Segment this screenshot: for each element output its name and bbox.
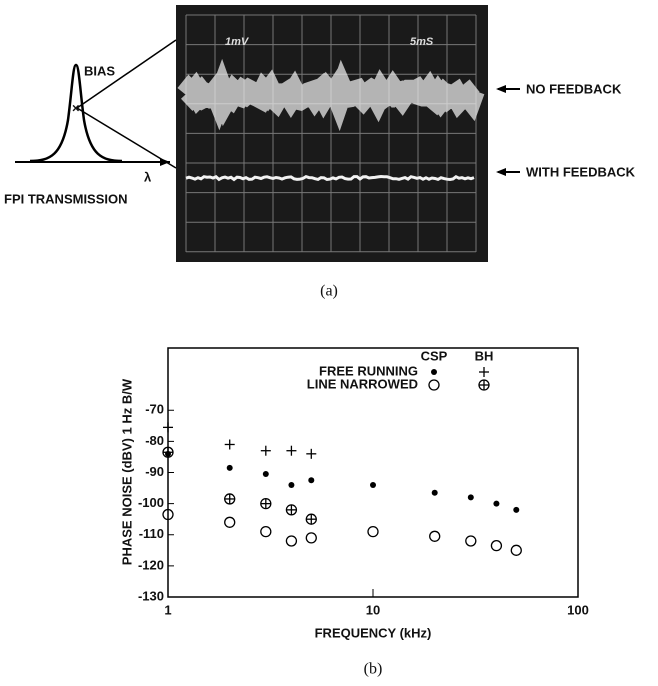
dot [288,481,295,488]
bias-label: BIAS [84,63,115,78]
ring [260,525,272,538]
dot [226,464,233,471]
panel-a: 1mV 5mS × BIAS λ FPI TRANSMISSION NO FEE… [4,5,636,300]
marker [224,439,235,450]
marker [510,544,522,556]
y-tick-label: -110 [139,526,164,541]
ring [510,544,522,556]
arrow-head [496,85,506,93]
legend-column: CSP [421,348,448,363]
ring [429,530,441,542]
marker [224,493,236,505]
legend-marker [478,379,490,391]
panel-b: PHASE NOISE (dBV) 1 Hz B/W FREQUENCY (kH… [119,347,589,678]
marker [513,506,520,513]
y-tick-label: -80 [145,433,164,448]
zoom-line [76,107,177,169]
y-tick-label: -120 [138,557,164,572]
marker [493,500,500,507]
marker [306,448,317,459]
y-tick-label: -70 [145,402,164,417]
ring [305,532,317,544]
dot [262,471,269,478]
marker [260,497,272,510]
y-tick-label: -90 [145,464,164,479]
marker [305,513,317,525]
marker [162,446,174,458]
y-axis-label: PHASE NOISE (dBV) 1 Hz B/W [119,378,134,565]
marker [285,535,298,547]
marker [285,504,298,516]
y-tick-label: -100 [138,495,164,510]
ring [465,535,477,547]
fpi-curve [29,63,123,163]
x-axis-label: FREQUENCY (kHz) [315,625,432,640]
ring [285,535,298,547]
screen-label: 5mS [410,36,434,48]
dot [370,481,376,488]
x-tick-label: 100 [567,602,589,617]
screen-label: 1mV [225,36,250,48]
ring [428,379,440,391]
marker [260,525,272,538]
marker [163,422,173,433]
marker [288,481,295,488]
dot [467,494,474,501]
trace-no-feedback [177,58,485,132]
ring [490,539,503,552]
fpi-label: FPI TRANSMISSION [4,191,128,206]
dot [431,489,438,496]
bias-marker: × [72,100,80,115]
ring [224,516,236,528]
marker [224,516,236,528]
dot [308,477,315,484]
with-feedback-label: WITH FEEDBACK [526,164,636,179]
legend-marker [431,369,437,375]
marker [429,530,441,542]
legend-row: LINE NARROWED [307,376,418,391]
ring [162,508,174,521]
marker [286,445,297,456]
caption: (b) [364,661,383,678]
legend-marker [479,367,489,377]
marker [465,535,477,547]
marker [226,464,233,471]
trace-with-feedback [185,174,475,182]
x-tick-label: 1 [164,602,171,617]
arrow-head [496,168,506,176]
lambda-label: λ [144,169,152,184]
zoom-line [76,39,177,109]
marker [467,494,474,501]
x-tick-label: 10 [366,602,380,617]
y-tick-label: -130 [138,588,164,603]
caption: (a) [320,283,338,300]
legend-column: BH [475,348,494,363]
marker [162,508,174,521]
marker [370,481,376,488]
legend-row: FREE RUNNING [319,363,418,378]
marker [367,525,379,538]
dot [493,500,500,507]
marker [260,445,271,456]
dot [513,506,520,513]
marker [490,539,503,552]
dot [431,369,437,375]
marker [262,471,269,478]
marker [308,477,315,484]
marker [305,532,317,544]
legend-marker [428,379,440,391]
ring [367,525,379,538]
no-feedback-label: NO FEEDBACK [526,81,622,96]
marker [431,489,438,496]
